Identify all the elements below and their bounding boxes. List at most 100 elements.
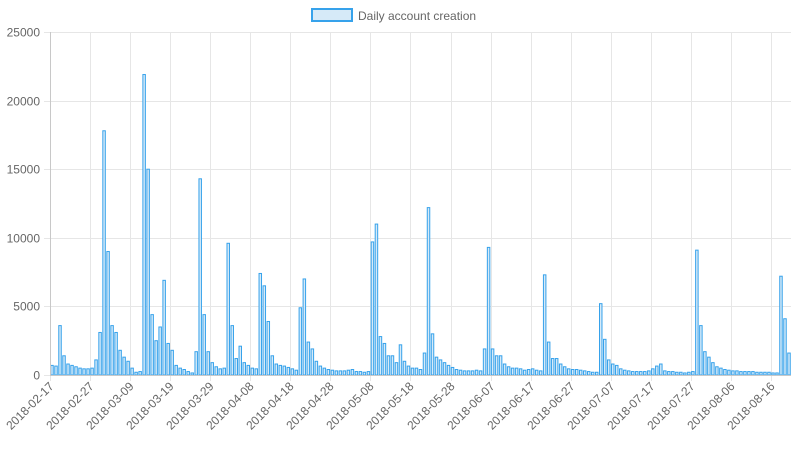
- bar[interactable]: [158, 326, 162, 376]
- bar[interactable]: [86, 368, 90, 376]
- bar[interactable]: [106, 251, 110, 376]
- bar[interactable]: [166, 342, 170, 376]
- bar[interactable]: [739, 371, 743, 376]
- bar[interactable]: [394, 362, 399, 376]
- bar[interactable]: [498, 355, 503, 376]
- bar[interactable]: [386, 355, 391, 376]
- bar[interactable]: [414, 367, 419, 376]
- bar[interactable]: [590, 371, 595, 376]
- bar[interactable]: [118, 349, 122, 376]
- bar[interactable]: [214, 366, 218, 376]
- bar[interactable]: [619, 368, 623, 376]
- bar[interactable]: [58, 325, 62, 376]
- bar[interactable]: [771, 372, 775, 376]
- bar[interactable]: [454, 369, 459, 376]
- bar[interactable]: [114, 331, 118, 376]
- bar[interactable]: [759, 371, 763, 376]
- bar[interactable]: [558, 363, 563, 376]
- bar[interactable]: [270, 355, 275, 376]
- bar[interactable]: [687, 371, 691, 376]
- bar[interactable]: [82, 368, 86, 376]
- bar[interactable]: [426, 207, 431, 376]
- bar[interactable]: [74, 366, 78, 376]
- bar[interactable]: [246, 364, 251, 376]
- bar[interactable]: [490, 348, 495, 376]
- bar[interactable]: [574, 369, 579, 376]
- bar[interactable]: [258, 272, 263, 376]
- bar[interactable]: [338, 370, 343, 376]
- bar[interactable]: [326, 369, 331, 376]
- bar[interactable]: [675, 371, 679, 376]
- bar[interactable]: [174, 364, 178, 376]
- bar[interactable]: [382, 342, 387, 376]
- bar[interactable]: [607, 359, 611, 376]
- bar[interactable]: [362, 371, 367, 376]
- bar[interactable]: [150, 314, 154, 376]
- bar[interactable]: [727, 369, 731, 376]
- bar[interactable]: [775, 372, 779, 376]
- bar[interactable]: [298, 307, 303, 376]
- bar[interactable]: [603, 338, 607, 376]
- bar[interactable]: [478, 370, 483, 376]
- bar[interactable]: [470, 370, 475, 376]
- bar[interactable]: [266, 320, 271, 376]
- legend[interactable]: Daily account creation: [311, 8, 476, 23]
- bar[interactable]: [655, 365, 659, 376]
- bar[interactable]: [274, 363, 279, 376]
- bar[interactable]: [755, 371, 759, 376]
- bar[interactable]: [747, 371, 751, 376]
- bar[interactable]: [546, 341, 551, 376]
- bar[interactable]: [242, 362, 247, 376]
- bar[interactable]: [206, 351, 210, 376]
- bar[interactable]: [631, 371, 635, 376]
- bar[interactable]: [358, 371, 363, 376]
- bar[interactable]: [474, 369, 479, 376]
- bar[interactable]: [142, 74, 146, 376]
- bar[interactable]: [731, 370, 735, 376]
- bar[interactable]: [562, 366, 567, 376]
- bar[interactable]: [402, 360, 407, 376]
- bar[interactable]: [446, 364, 451, 376]
- bar[interactable]: [711, 362, 715, 376]
- bar[interactable]: [162, 279, 166, 376]
- bar[interactable]: [783, 318, 787, 376]
- legend-label[interactable]: Daily account creation: [358, 9, 476, 23]
- bar[interactable]: [663, 370, 667, 376]
- bar[interactable]: [659, 363, 663, 376]
- bar[interactable]: [138, 371, 142, 376]
- bar[interactable]: [651, 368, 655, 376]
- bar[interactable]: [350, 369, 355, 376]
- bar[interactable]: [458, 369, 463, 376]
- bar[interactable]: [671, 371, 675, 376]
- bar[interactable]: [78, 367, 82, 376]
- bar[interactable]: [530, 368, 535, 376]
- bar[interactable]: [623, 369, 627, 376]
- bar[interactable]: [254, 368, 259, 376]
- bar[interactable]: [54, 365, 58, 376]
- bar[interactable]: [534, 369, 539, 376]
- bar[interactable]: [286, 366, 291, 376]
- bar[interactable]: [390, 355, 395, 376]
- bar[interactable]: [522, 369, 527, 376]
- bar[interactable]: [322, 367, 327, 376]
- bar[interactable]: [667, 371, 671, 376]
- bar[interactable]: [234, 358, 238, 376]
- bar[interactable]: [178, 367, 182, 376]
- bar[interactable]: [406, 365, 411, 376]
- bar[interactable]: [134, 371, 138, 376]
- bar[interactable]: [735, 370, 739, 376]
- bar[interactable]: [518, 368, 523, 376]
- bar[interactable]: [450, 366, 455, 376]
- bar[interactable]: [767, 371, 771, 376]
- bar[interactable]: [763, 371, 767, 376]
- bar[interactable]: [314, 360, 319, 376]
- bar[interactable]: [62, 355, 66, 376]
- bar[interactable]: [170, 349, 174, 376]
- legend-swatch[interactable]: [311, 8, 353, 22]
- bar[interactable]: [514, 367, 519, 376]
- bar[interactable]: [627, 370, 631, 376]
- bar[interactable]: [146, 168, 150, 376]
- bar[interactable]: [202, 314, 206, 376]
- bar[interactable]: [222, 367, 226, 376]
- bar[interactable]: [438, 359, 443, 376]
